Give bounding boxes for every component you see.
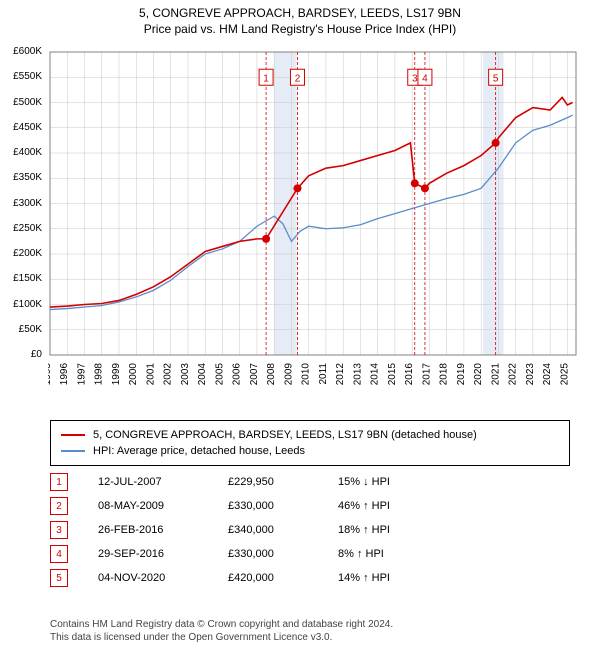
svg-text:1999: 1999 (111, 363, 122, 386)
sale-price: £229,950 (228, 476, 338, 488)
legend-swatch-hpi (61, 450, 85, 452)
y-tick-label: £350K (13, 172, 42, 183)
legend-label-hpi: HPI: Average price, detached house, Leed… (93, 443, 305, 459)
svg-text:2003: 2003 (180, 363, 191, 386)
y-tick-label: £450K (13, 122, 42, 133)
y-tick-label: £250K (13, 223, 42, 234)
sale-diff: 46% ↑ HPI (338, 500, 448, 512)
svg-text:2000: 2000 (128, 363, 139, 386)
y-tick-label: £550K (13, 71, 42, 82)
y-tick-label: £150K (13, 273, 42, 284)
sale-row: 2 08-MAY-2009£330,00046% ↑ HPI (50, 494, 448, 518)
svg-text:4: 4 (422, 73, 428, 84)
svg-text:2025: 2025 (559, 363, 570, 386)
sale-date: 26-FEB-2016 (98, 524, 228, 536)
title-address: 5, CONGREVE APPROACH, BARDSEY, LEEDS, LS… (0, 6, 600, 20)
svg-text:2010: 2010 (301, 363, 312, 386)
svg-text:2: 2 (295, 73, 301, 84)
svg-text:2023: 2023 (525, 363, 536, 386)
sale-marker: 3 (50, 521, 68, 539)
svg-text:2014: 2014 (370, 363, 381, 386)
y-tick-label: £50K (19, 324, 42, 335)
sale-date: 04-NOV-2020 (98, 572, 228, 584)
svg-text:2002: 2002 (163, 363, 174, 386)
sale-diff: 18% ↑ HPI (338, 524, 448, 536)
legend: 5, CONGREVE APPROACH, BARDSEY, LEEDS, LS… (50, 420, 570, 466)
svg-text:2006: 2006 (232, 363, 243, 386)
y-tick-label: £500K (13, 97, 42, 108)
svg-text:1997: 1997 (76, 363, 87, 386)
sale-marker: 4 (50, 545, 68, 563)
sale-row: 1 12-JUL-2007£229,95015% ↓ HPI (50, 470, 448, 494)
chart-title-block: 5, CONGREVE APPROACH, BARDSEY, LEEDS, LS… (0, 0, 600, 36)
svg-text:1996: 1996 (59, 363, 70, 386)
svg-text:2015: 2015 (387, 363, 398, 386)
sale-diff: 14% ↑ HPI (338, 572, 448, 584)
sale-row: 3 26-FEB-2016£340,00018% ↑ HPI (50, 518, 448, 542)
sale-price: £340,000 (228, 524, 338, 536)
svg-text:2001: 2001 (145, 363, 156, 386)
svg-text:5: 5 (493, 73, 499, 84)
sale-diff: 8% ↑ HPI (338, 548, 448, 560)
sale-diff: 15% ↓ HPI (338, 476, 448, 488)
title-subtitle: Price paid vs. HM Land Registry's House … (0, 22, 600, 36)
sales-table: 1 12-JUL-2007£229,95015% ↓ HPI 2 08-MAY-200… (50, 470, 448, 590)
sale-row: 5 04-NOV-2020£420,00014% ↑ HPI (50, 566, 448, 590)
svg-text:2019: 2019 (456, 363, 467, 386)
sale-marker: 2 (50, 497, 68, 515)
footer-line1: Contains HM Land Registry data © Crown c… (50, 618, 393, 631)
sale-date: 08-MAY-2009 (98, 500, 228, 512)
svg-text:2021: 2021 (490, 363, 501, 386)
price-chart: 1 2 34 5 1995 1996 1997 1998 1999 2000 2001 2002 200… (48, 50, 578, 390)
svg-text:2007: 2007 (249, 363, 260, 386)
svg-text:3: 3 (412, 73, 418, 84)
svg-text:2008: 2008 (266, 363, 277, 386)
y-tick-label: £300K (13, 198, 42, 209)
svg-text:2011: 2011 (318, 363, 329, 385)
svg-text:2012: 2012 (335, 363, 346, 386)
svg-text:1995: 1995 (48, 363, 53, 386)
sale-marker: 5 (50, 569, 68, 587)
sale-price: £330,000 (228, 500, 338, 512)
svg-text:2018: 2018 (439, 363, 450, 386)
sale-row: 4 29-SEP-2016£330,0008% ↑ HPI (50, 542, 448, 566)
sale-date: 29-SEP-2016 (98, 548, 228, 560)
footer-attribution: Contains HM Land Registry data © Crown c… (50, 618, 393, 644)
sale-price: £420,000 (228, 572, 338, 584)
svg-text:2017: 2017 (421, 363, 432, 386)
y-tick-label: £400K (13, 147, 42, 158)
svg-text:2005: 2005 (214, 363, 225, 386)
svg-text:2004: 2004 (197, 363, 208, 386)
sale-marker: 1 (50, 473, 68, 491)
svg-text:2020: 2020 (473, 363, 484, 386)
svg-text:2022: 2022 (508, 363, 519, 386)
sale-date: 12-JUL-2007 (98, 476, 228, 488)
svg-text:2024: 2024 (542, 363, 553, 386)
legend-item-hpi: HPI: Average price, detached house, Leed… (61, 443, 559, 459)
y-tick-label: £200K (13, 248, 42, 259)
svg-text:2016: 2016 (404, 363, 415, 386)
y-tick-label: £0 (31, 349, 42, 360)
y-tick-label: £600K (13, 46, 42, 57)
legend-item-property: 5, CONGREVE APPROACH, BARDSEY, LEEDS, LS… (61, 427, 559, 443)
svg-text:1998: 1998 (94, 363, 105, 386)
svg-text:2013: 2013 (352, 363, 363, 386)
legend-swatch-property (61, 434, 85, 436)
legend-label-property: 5, CONGREVE APPROACH, BARDSEY, LEEDS, LS… (93, 427, 477, 443)
y-tick-label: £100K (13, 299, 42, 310)
sale-price: £330,000 (228, 548, 338, 560)
svg-text:1: 1 (263, 73, 269, 84)
svg-text:2009: 2009 (283, 363, 294, 386)
footer-line2: This data is licensed under the Open Gov… (50, 631, 393, 644)
